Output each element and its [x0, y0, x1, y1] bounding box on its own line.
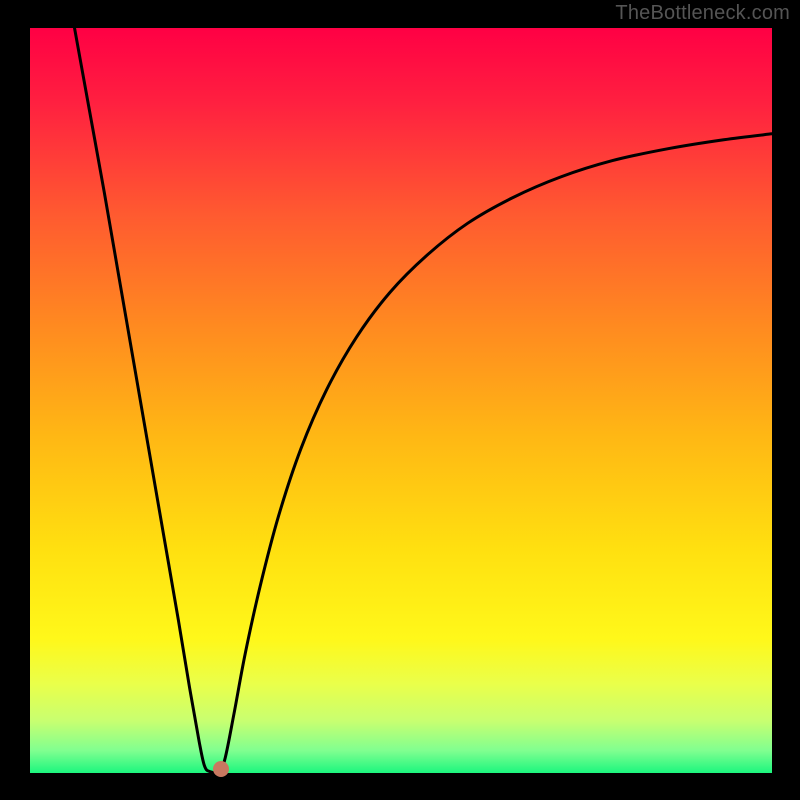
minimum-marker: [213, 761, 229, 777]
bottleneck-curve: [75, 28, 772, 773]
plot-area: [30, 28, 772, 773]
chart-frame: TheBottleneck.com: [0, 0, 800, 800]
watermark-text: TheBottleneck.com: [615, 2, 790, 25]
curve-layer: [30, 28, 772, 773]
